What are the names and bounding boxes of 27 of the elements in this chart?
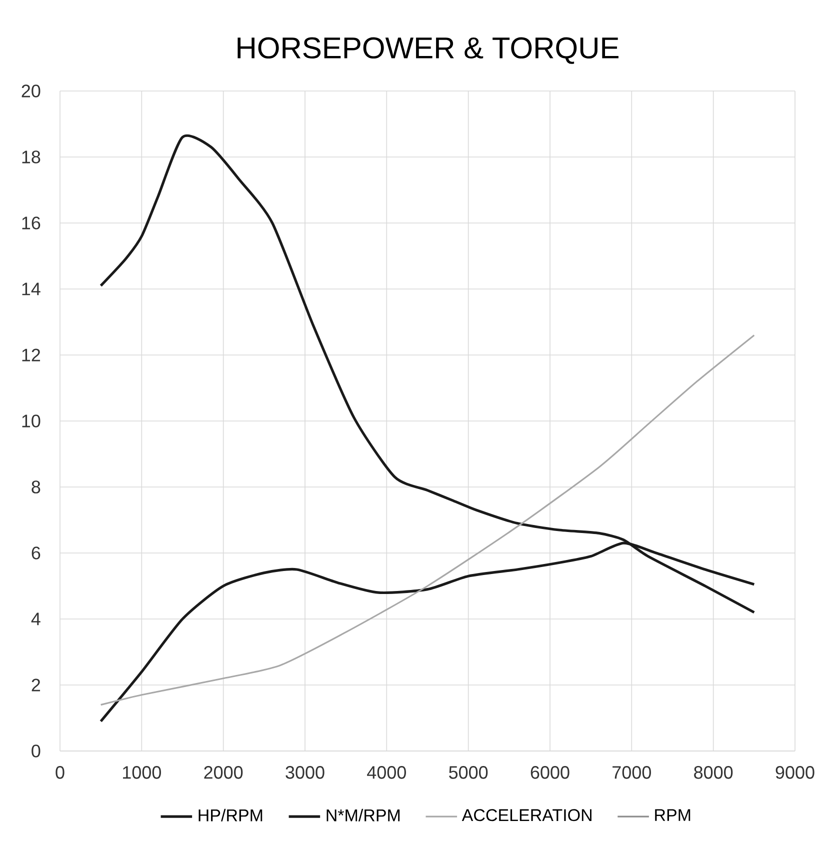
legend-label: ACCELERATION [462, 809, 592, 822]
y-tick-label: 20 [22, 84, 40, 98]
y-tick-label: 0 [32, 744, 40, 758]
x-tick-label: 3000 [286, 766, 324, 779]
legend-label: RPM [655, 809, 690, 821]
x-tick-label: 0 [56, 766, 64, 779]
y-tick-label: 2 [32, 678, 40, 692]
x-tick-label: 4000 [367, 766, 406, 779]
y-tick-label: 10 [22, 414, 40, 428]
y-tick-label: 8 [32, 480, 40, 494]
x-tick-label: 5000 [449, 766, 488, 779]
line-series [100, 334, 755, 706]
y-tick-label: 14 [22, 282, 40, 296]
y-tick-label: 16 [22, 216, 40, 230]
x-tick-label: 2000 [204, 766, 243, 779]
x-tick-label: 9000 [776, 766, 814, 779]
y-tick-label: 18 [22, 150, 40, 164]
x-tick-label: 8000 [694, 766, 733, 779]
y-tick-label: 6 [32, 546, 40, 560]
y-tick-label: 4 [31, 612, 40, 626]
y-tick-label: 12 [22, 348, 40, 362]
legend-label: N*M/RPM [326, 808, 400, 822]
legend-label: HP/RPM [198, 808, 262, 822]
x-tick-label: 6000 [530, 766, 570, 779]
chart-title: HORSEPOWER & TORQUE [238, 37, 618, 64]
x-tick-label: 1000 [123, 766, 161, 779]
x-tick-label: 7000 [612, 766, 651, 779]
